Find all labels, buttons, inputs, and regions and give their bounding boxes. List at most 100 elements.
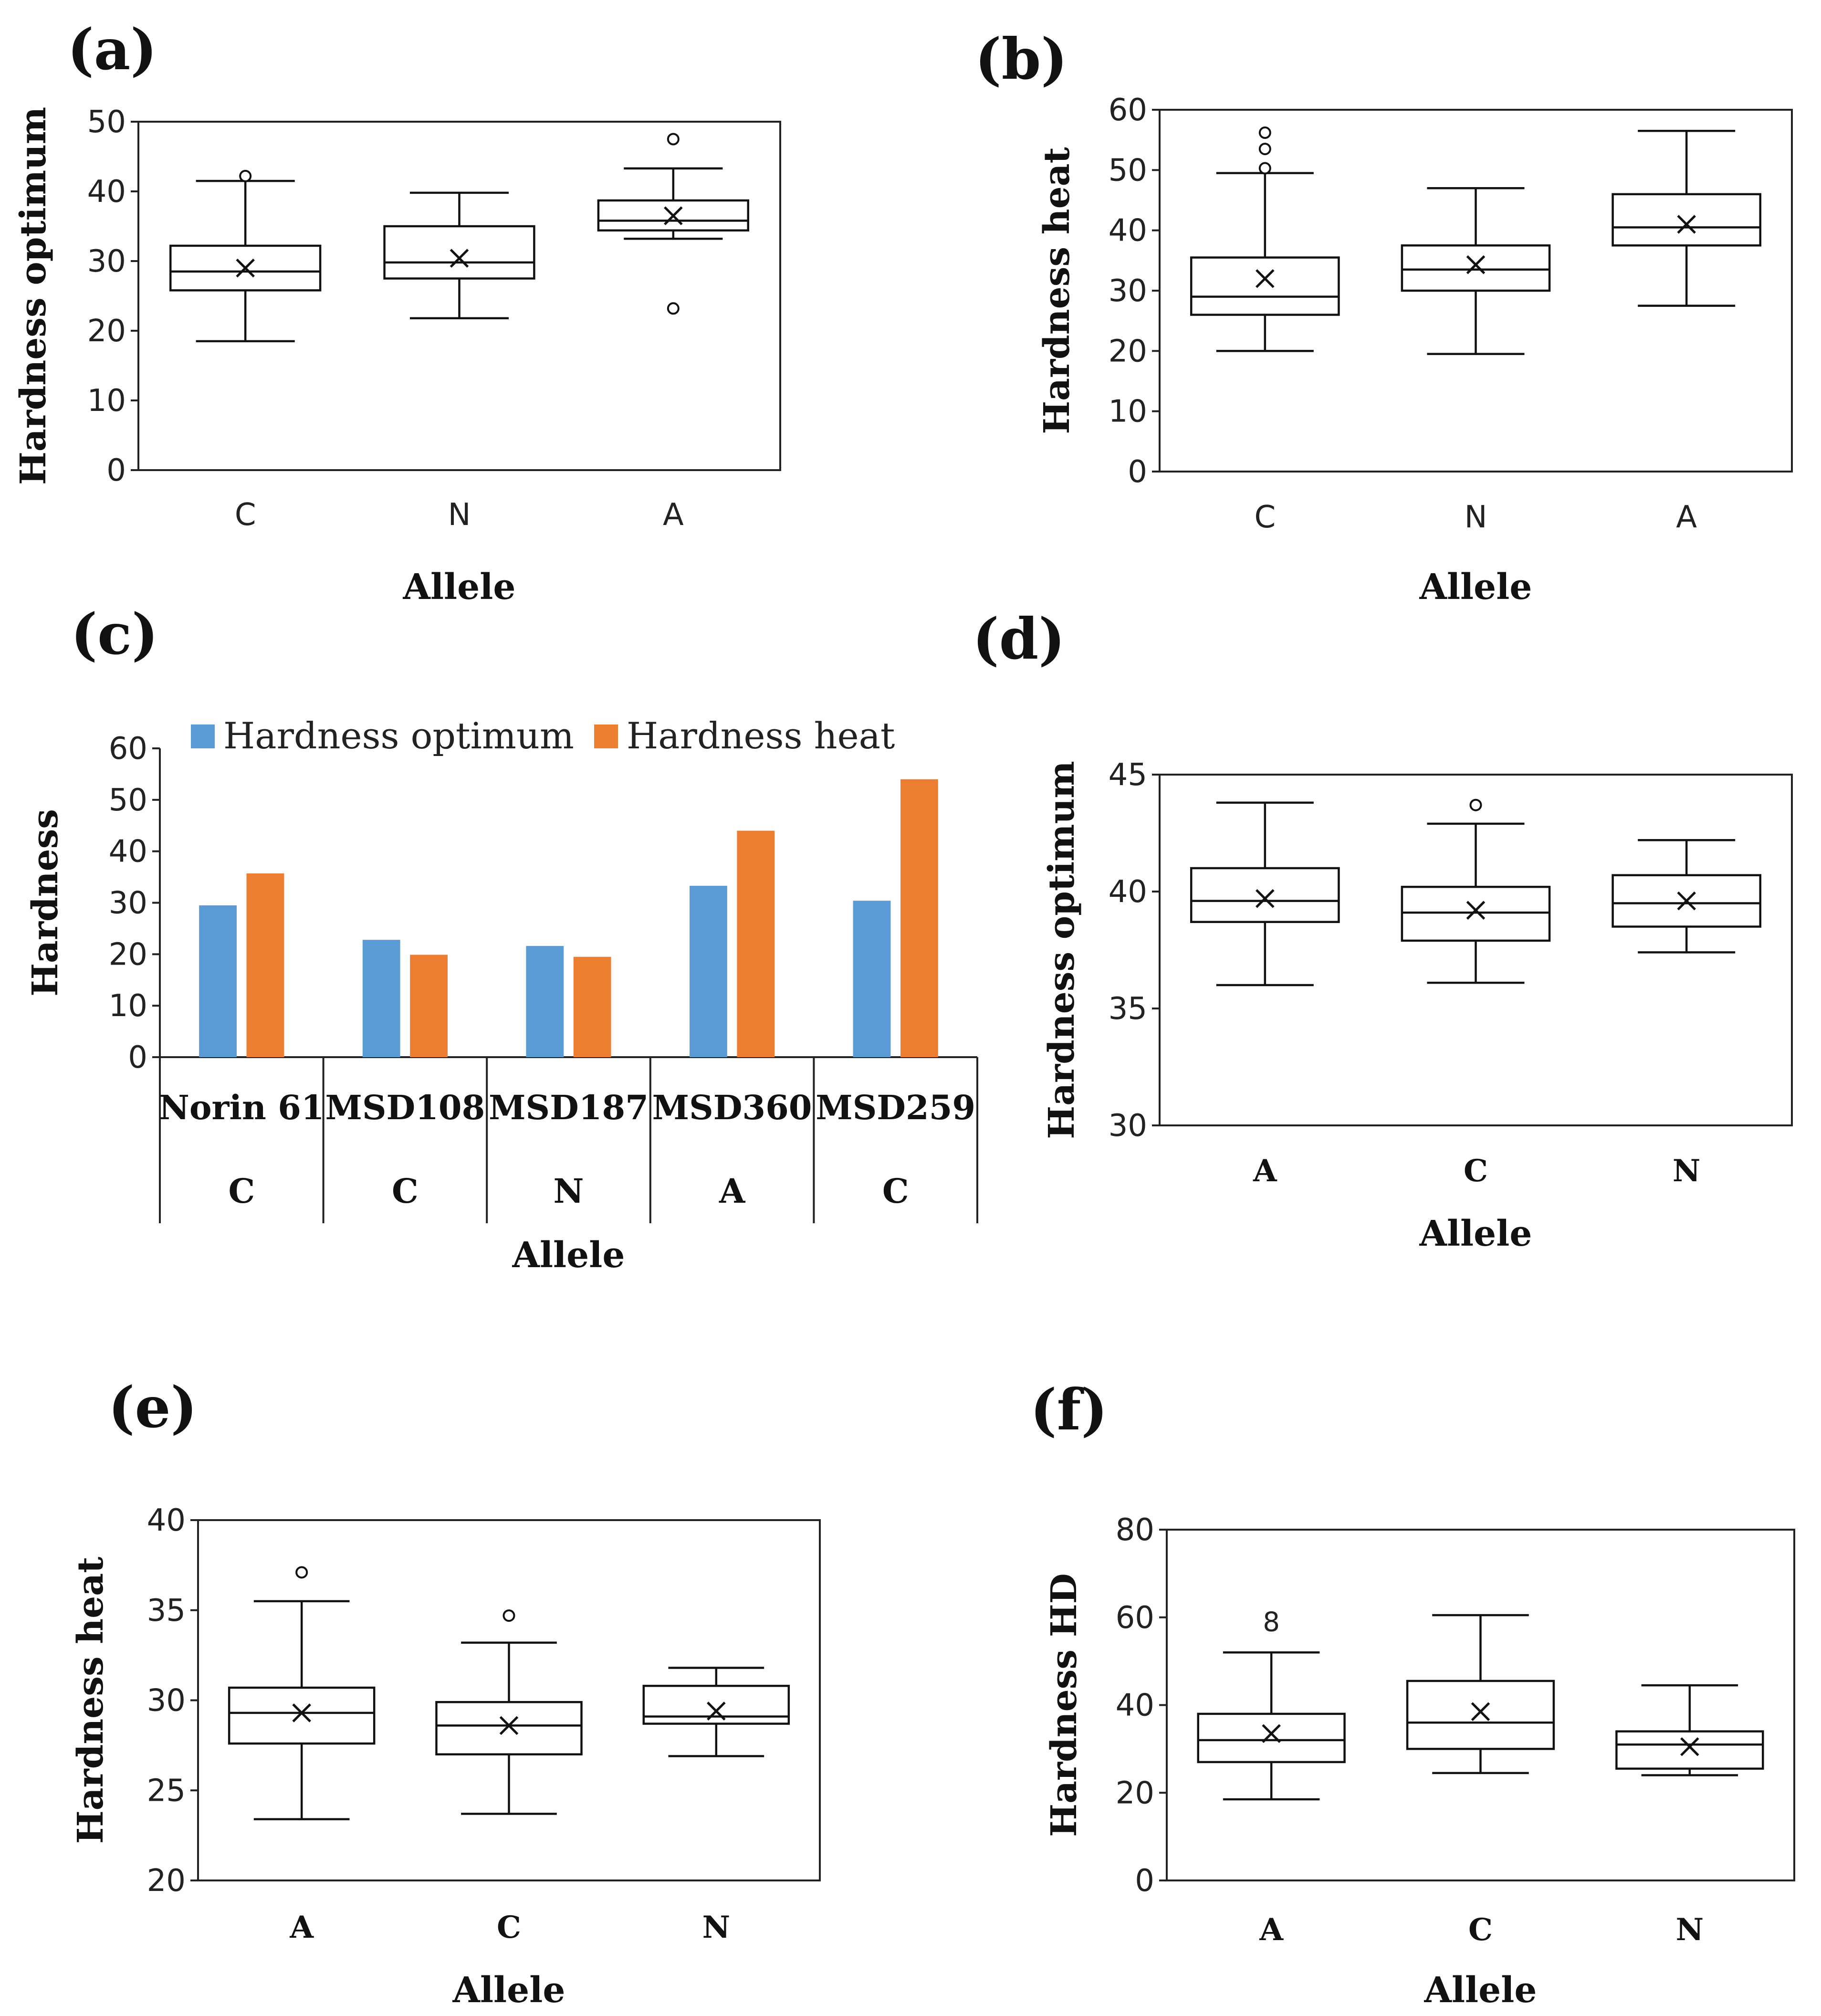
y-tick-label: 40 [1109, 874, 1147, 910]
y-tick-label: 60 [109, 731, 147, 766]
outlier-point [667, 133, 680, 146]
y-tick-label: 40 [1109, 213, 1147, 249]
y-tick-label: 25 [147, 1773, 186, 1808]
y-tick-label: 40 [87, 174, 126, 210]
y-axis-title: Hardness optimum [1041, 761, 1082, 1139]
outlier-point [502, 1609, 515, 1622]
x-category-label: C [497, 1910, 521, 1945]
x-category-label: N [1676, 1912, 1704, 1948]
box-iqr [1190, 867, 1340, 923]
x-axis-title: Allele [1424, 1970, 1537, 2011]
plot-frame [1159, 774, 1793, 1126]
outlier-point [295, 1566, 308, 1579]
box-iqr [1612, 193, 1761, 247]
panel-label: (e) [108, 1374, 198, 1440]
box-iqr [1406, 1680, 1555, 1750]
y-tick-label: 50 [1109, 153, 1147, 188]
y-tick-label: 30 [147, 1683, 186, 1719]
bar-hardness-optimum [526, 946, 564, 1057]
x-category-label: C [235, 497, 256, 533]
x-category-label: C [1254, 500, 1276, 535]
x-category-label: MSD360 [652, 1088, 812, 1127]
legend-entry: Hardness optimum [223, 714, 574, 757]
legend-entry: Hardness heat [627, 714, 895, 757]
mean-marker [707, 1701, 726, 1721]
mean-marker [664, 206, 683, 225]
mean-marker [292, 1703, 311, 1722]
panel-label: (a) [67, 16, 157, 83]
y-tick-label: 60 [1109, 93, 1147, 128]
panel-label: (b) [975, 26, 1067, 92]
x-axis-title: Allele [512, 1235, 625, 1276]
x-category-label: A [289, 1910, 314, 1945]
y-axis-title: Hardness [25, 809, 66, 997]
y-tick-label: 0 [128, 1040, 147, 1075]
x-category-label: A [1253, 1153, 1277, 1189]
panel-label: (c) [71, 601, 158, 667]
bar-hardness-optimum [853, 901, 891, 1057]
mean-marker [1677, 215, 1696, 234]
x-category-label: MSD108 [325, 1088, 485, 1127]
y-axis-title: Hardness heat [70, 1557, 111, 1844]
x-category-label: C [1468, 1912, 1493, 1948]
y-tick-label: 10 [1109, 394, 1147, 430]
outlier-point [239, 169, 252, 182]
y-tick-label: 10 [109, 988, 147, 1024]
bar-hardness-optimum [362, 940, 400, 1057]
y-tick-label: 60 [1116, 1600, 1154, 1636]
mean-marker [236, 258, 255, 278]
x-category-label: N [1465, 500, 1487, 535]
mean-marker [1466, 255, 1486, 274]
y-tick-label: 10 [87, 383, 126, 419]
x-category-label: C [1464, 1153, 1488, 1189]
plot-frame [137, 121, 781, 471]
y-axis-title: Hardness HD [1044, 1573, 1085, 1837]
y-tick-label: 30 [87, 244, 126, 279]
panel-label: (f) [1030, 1376, 1108, 1443]
bar-hardness-optimum [690, 885, 727, 1057]
y-tick-label: 20 [87, 314, 126, 349]
x-axis-title: Allele [452, 1970, 565, 2011]
box-iqr [435, 1701, 583, 1755]
outlier-point [1258, 143, 1271, 156]
mean-marker [1256, 889, 1275, 908]
x-axis-title: Allele [1419, 1213, 1532, 1254]
x-category-label: A [1259, 1912, 1284, 1948]
panel-label: (d) [973, 606, 1065, 672]
mean-marker [1471, 1702, 1490, 1722]
box-iqr [383, 225, 535, 280]
bar-hardness-heat [246, 873, 284, 1057]
outlier-point [1258, 126, 1271, 139]
outlier-label: 8 [1263, 1606, 1280, 1638]
x-allele-label: N [554, 1171, 584, 1211]
y-axis-title: Hardness heat [1036, 147, 1078, 434]
bar-hardness-heat [900, 779, 938, 1057]
mean-marker [1256, 269, 1275, 288]
mean-marker [1680, 1737, 1699, 1756]
mean-marker [1262, 1724, 1281, 1743]
y-tick-label: 50 [87, 105, 126, 140]
x-category-label: A [1676, 500, 1697, 535]
y-tick-label: 50 [109, 783, 147, 818]
x-category-label: N [702, 1910, 731, 1945]
y-tick-label: 40 [109, 834, 147, 870]
bar-hardness-optimum [199, 905, 237, 1057]
y-axis-title: Hardness optimum [13, 107, 54, 485]
x-category-label: MSD187 [489, 1088, 649, 1127]
x-category-label: N [448, 497, 471, 533]
y-tick-label: 20 [1109, 334, 1147, 369]
x-allele-label: C [882, 1171, 909, 1211]
x-axis-title: Allele [1419, 567, 1532, 608]
box-iqr [1615, 1730, 1764, 1770]
x-category-label: A [663, 497, 684, 533]
x-axis-title: Allele [403, 567, 516, 608]
mean-marker [1677, 891, 1696, 911]
mean-marker [1466, 901, 1486, 920]
legend-swatch [191, 724, 215, 748]
y-tick-label: 30 [109, 886, 147, 921]
y-tick-label: 30 [1109, 273, 1147, 309]
x-category-label: N [1673, 1153, 1701, 1189]
bar-hardness-heat [410, 955, 448, 1057]
box-iqr [1190, 256, 1340, 316]
